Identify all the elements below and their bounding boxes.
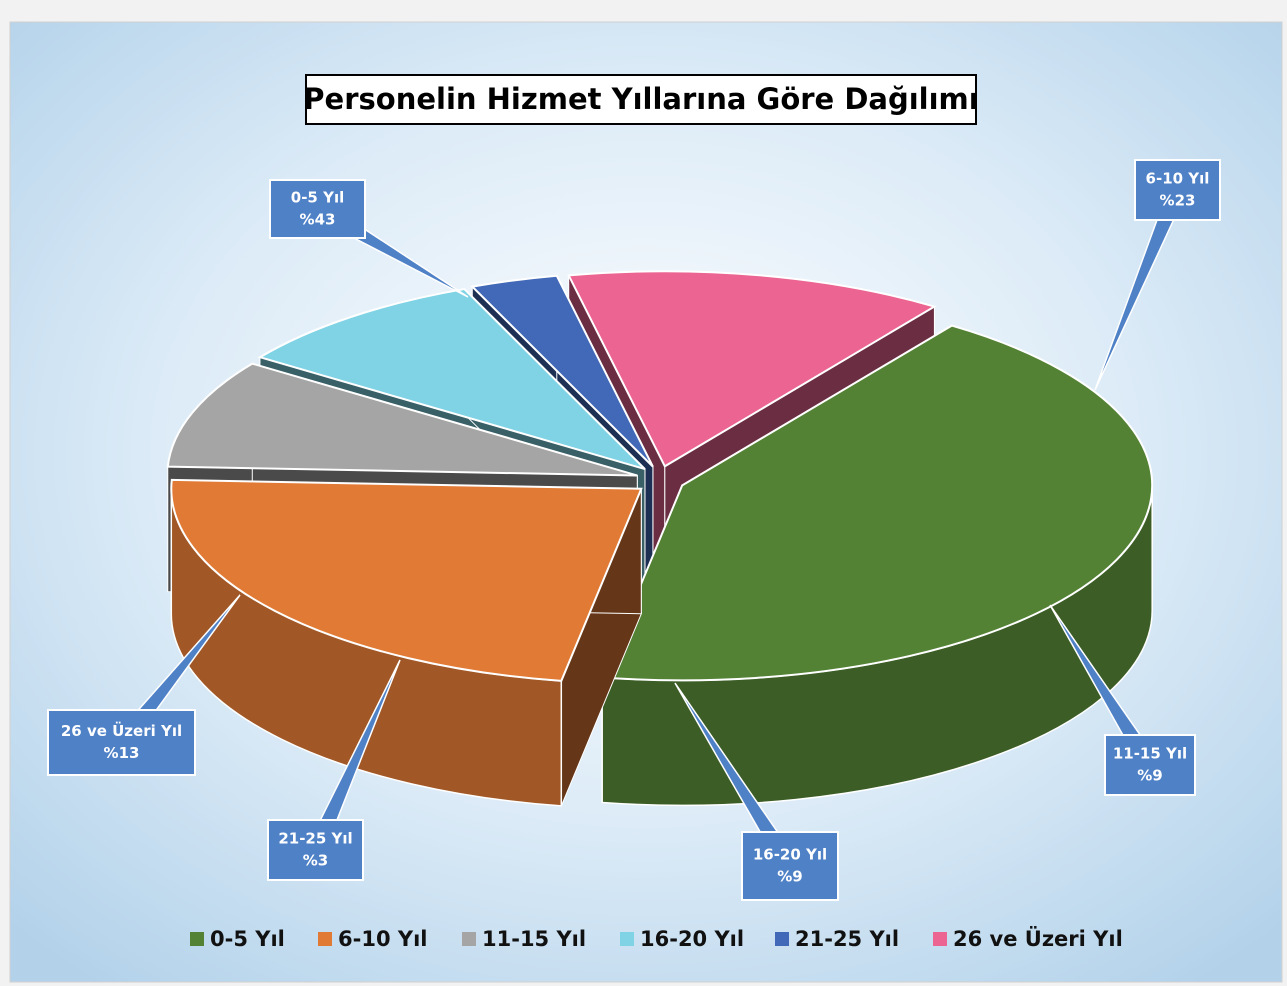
slice — [600, 324, 1154, 682]
legend-swatch — [462, 932, 476, 946]
legend-label: 6-10 Yıl — [338, 927, 427, 951]
callout-box — [741, 831, 839, 901]
callout-category: 11-15 Yıl — [1113, 745, 1187, 763]
callouts: 0-5 Yıl %43 6-10 Yıl %23 11-15 Yıl %9 16-20 Yı… — [47, 159, 1221, 901]
callout-value: %3 — [303, 852, 328, 870]
legend-label: 21-25 Yıl — [795, 927, 899, 951]
legend-swatch — [190, 932, 204, 946]
legend-label: 0-5 Yıl — [210, 927, 285, 951]
title-box — [305, 74, 977, 125]
callout-category: 26 ve Üzeri Yıl — [61, 721, 182, 740]
callout-category: 16-20 Yıl — [753, 846, 827, 864]
slice — [170, 478, 643, 682]
legend-swatch — [620, 932, 634, 946]
callout-category: 6-10 Yıl — [1146, 170, 1210, 188]
slice — [470, 274, 654, 468]
callout-value: %9 — [1137, 767, 1162, 785]
chart-title: Personelin Hizmet Yıllarına Göre Dağılım… — [303, 82, 978, 116]
callout-box — [267, 819, 364, 881]
legend-swatch — [775, 932, 789, 946]
legend-label: 11-15 Yıl — [482, 927, 586, 951]
pie — [166, 270, 1154, 807]
slice — [166, 362, 638, 477]
callout-box — [1134, 159, 1221, 221]
slice — [257, 287, 646, 471]
callout-value: %23 — [1160, 192, 1196, 210]
legend: 0-5 Yıl 6-10 Yıl 11-15 Yıl 16-20 Yıl 21-25 Y… — [190, 926, 1123, 951]
callout-value: %13 — [104, 744, 140, 762]
callout-box — [1104, 734, 1196, 796]
legend-swatch — [318, 932, 332, 946]
callout-value: %9 — [777, 868, 802, 886]
legend-label: 16-20 Yıl — [640, 927, 744, 951]
callout-value: %43 — [300, 211, 336, 229]
callout-box — [47, 709, 196, 776]
callout-category: 21-25 Yıl — [278, 830, 352, 848]
legend-label: 26 ve Üzeri Yıl — [953, 926, 1123, 951]
legend-swatch — [933, 932, 947, 946]
callout-category: 0-5 Yıl — [291, 189, 344, 207]
slice — [567, 270, 937, 468]
callout-box — [269, 179, 366, 239]
